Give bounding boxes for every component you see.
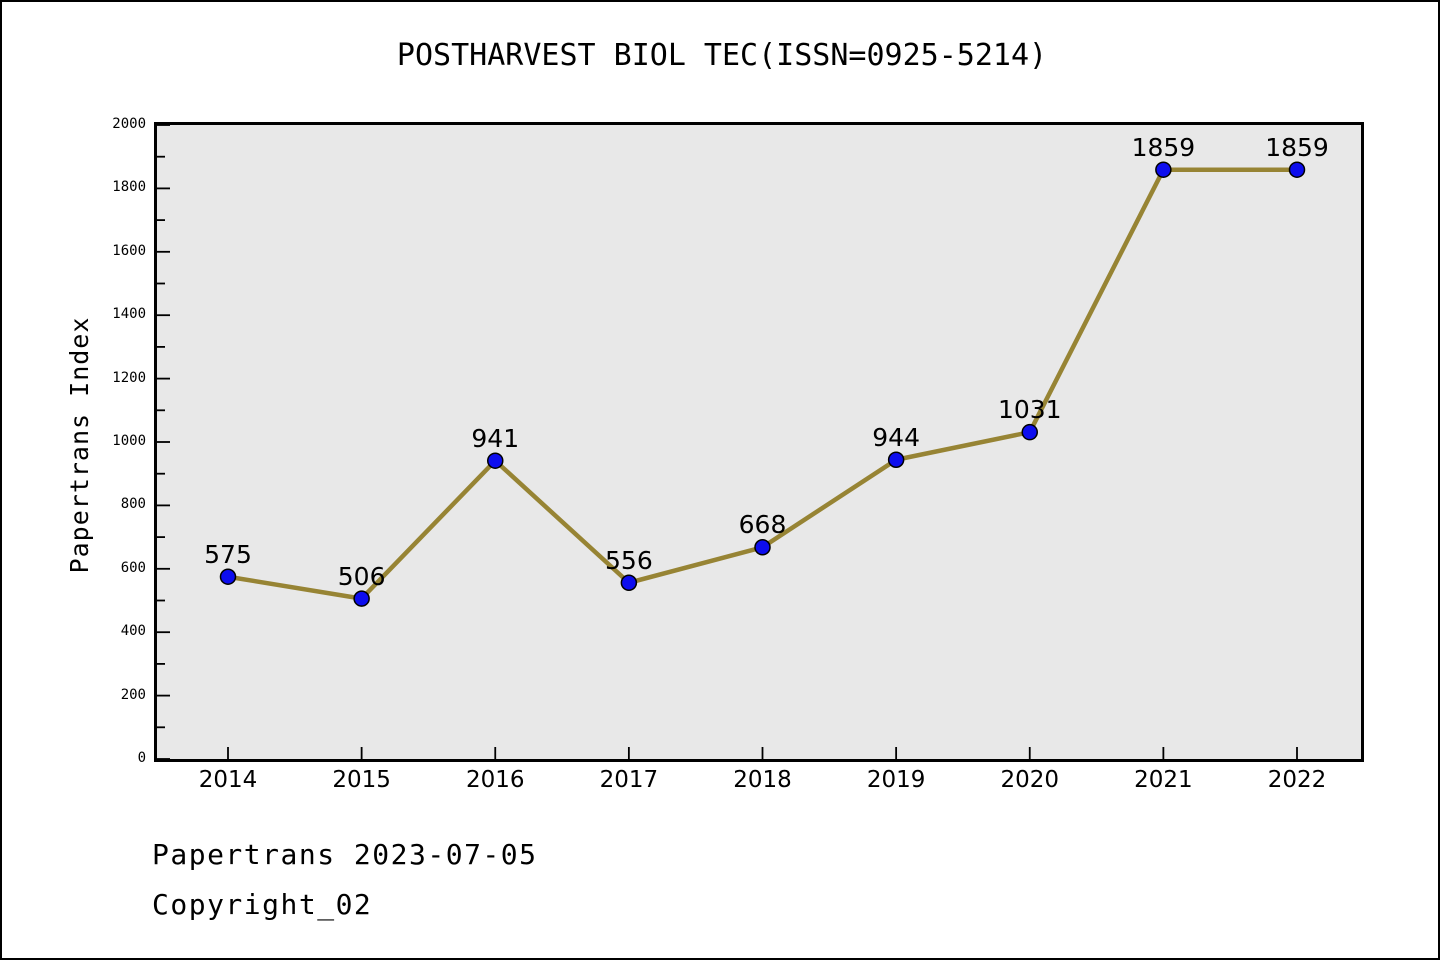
y-tick-label: 800: [120, 496, 146, 513]
footer-source-date: Papertrans 2023-07-05: [152, 838, 538, 871]
data-point-value: 941: [471, 423, 520, 453]
chart-title: POSTHARVEST BIOL TEC(ISSN=0925-5214): [396, 38, 1048, 73]
y-tick-label: 1600: [112, 242, 146, 259]
x-tick-label: 2019: [866, 767, 926, 793]
x-tick-label: 2017: [599, 767, 659, 793]
data-point-value: 668: [738, 510, 787, 540]
y-tick-label: 0: [137, 750, 146, 766]
footer-copyright: Copyright_02: [152, 888, 373, 921]
x-tick-label: 2022: [1267, 767, 1327, 793]
data-point-marker: [1288, 161, 1306, 178]
data-point-marker: [353, 590, 370, 607]
x-tick-label: 2014: [198, 767, 258, 793]
y-tick-label: 200: [120, 686, 146, 703]
x-tick-label: 2020: [1000, 767, 1060, 793]
data-point-marker: [754, 538, 771, 556]
plot-area: [154, 122, 1364, 762]
x-tick-label: 2015: [332, 767, 391, 793]
data-point-value: 506: [337, 561, 386, 591]
y-tick-label: 1800: [112, 179, 146, 196]
data-point-marker: [487, 452, 504, 469]
y-tick-label: 400: [120, 623, 146, 640]
data-point-value: 944: [872, 422, 920, 452]
data-point-value: 1859: [1131, 132, 1196, 162]
data-point-marker: [620, 574, 638, 591]
y-tick-label: 600: [120, 559, 146, 576]
data-point-marker: [1155, 161, 1172, 178]
y-tick-label: 2000: [112, 116, 146, 132]
x-tick-label: 2021: [1134, 767, 1193, 793]
data-point-value: 1859: [1265, 132, 1329, 162]
data-point-value: 556: [605, 545, 653, 575]
y-tick-label: 1000: [112, 433, 146, 449]
x-tick-label: 2018: [733, 767, 792, 793]
data-point-marker: [887, 451, 905, 469]
data-point-value: 575: [204, 539, 252, 569]
data-point-value: 1031: [997, 395, 1062, 425]
data-point-marker: [219, 568, 237, 585]
data-point-marker: [1021, 423, 1038, 441]
x-tick-label: 2016: [465, 767, 525, 793]
y-tick-label: 1200: [112, 369, 146, 386]
line-chart-canvas: [157, 125, 1306, 759]
y-tick-label: 1400: [112, 306, 146, 323]
